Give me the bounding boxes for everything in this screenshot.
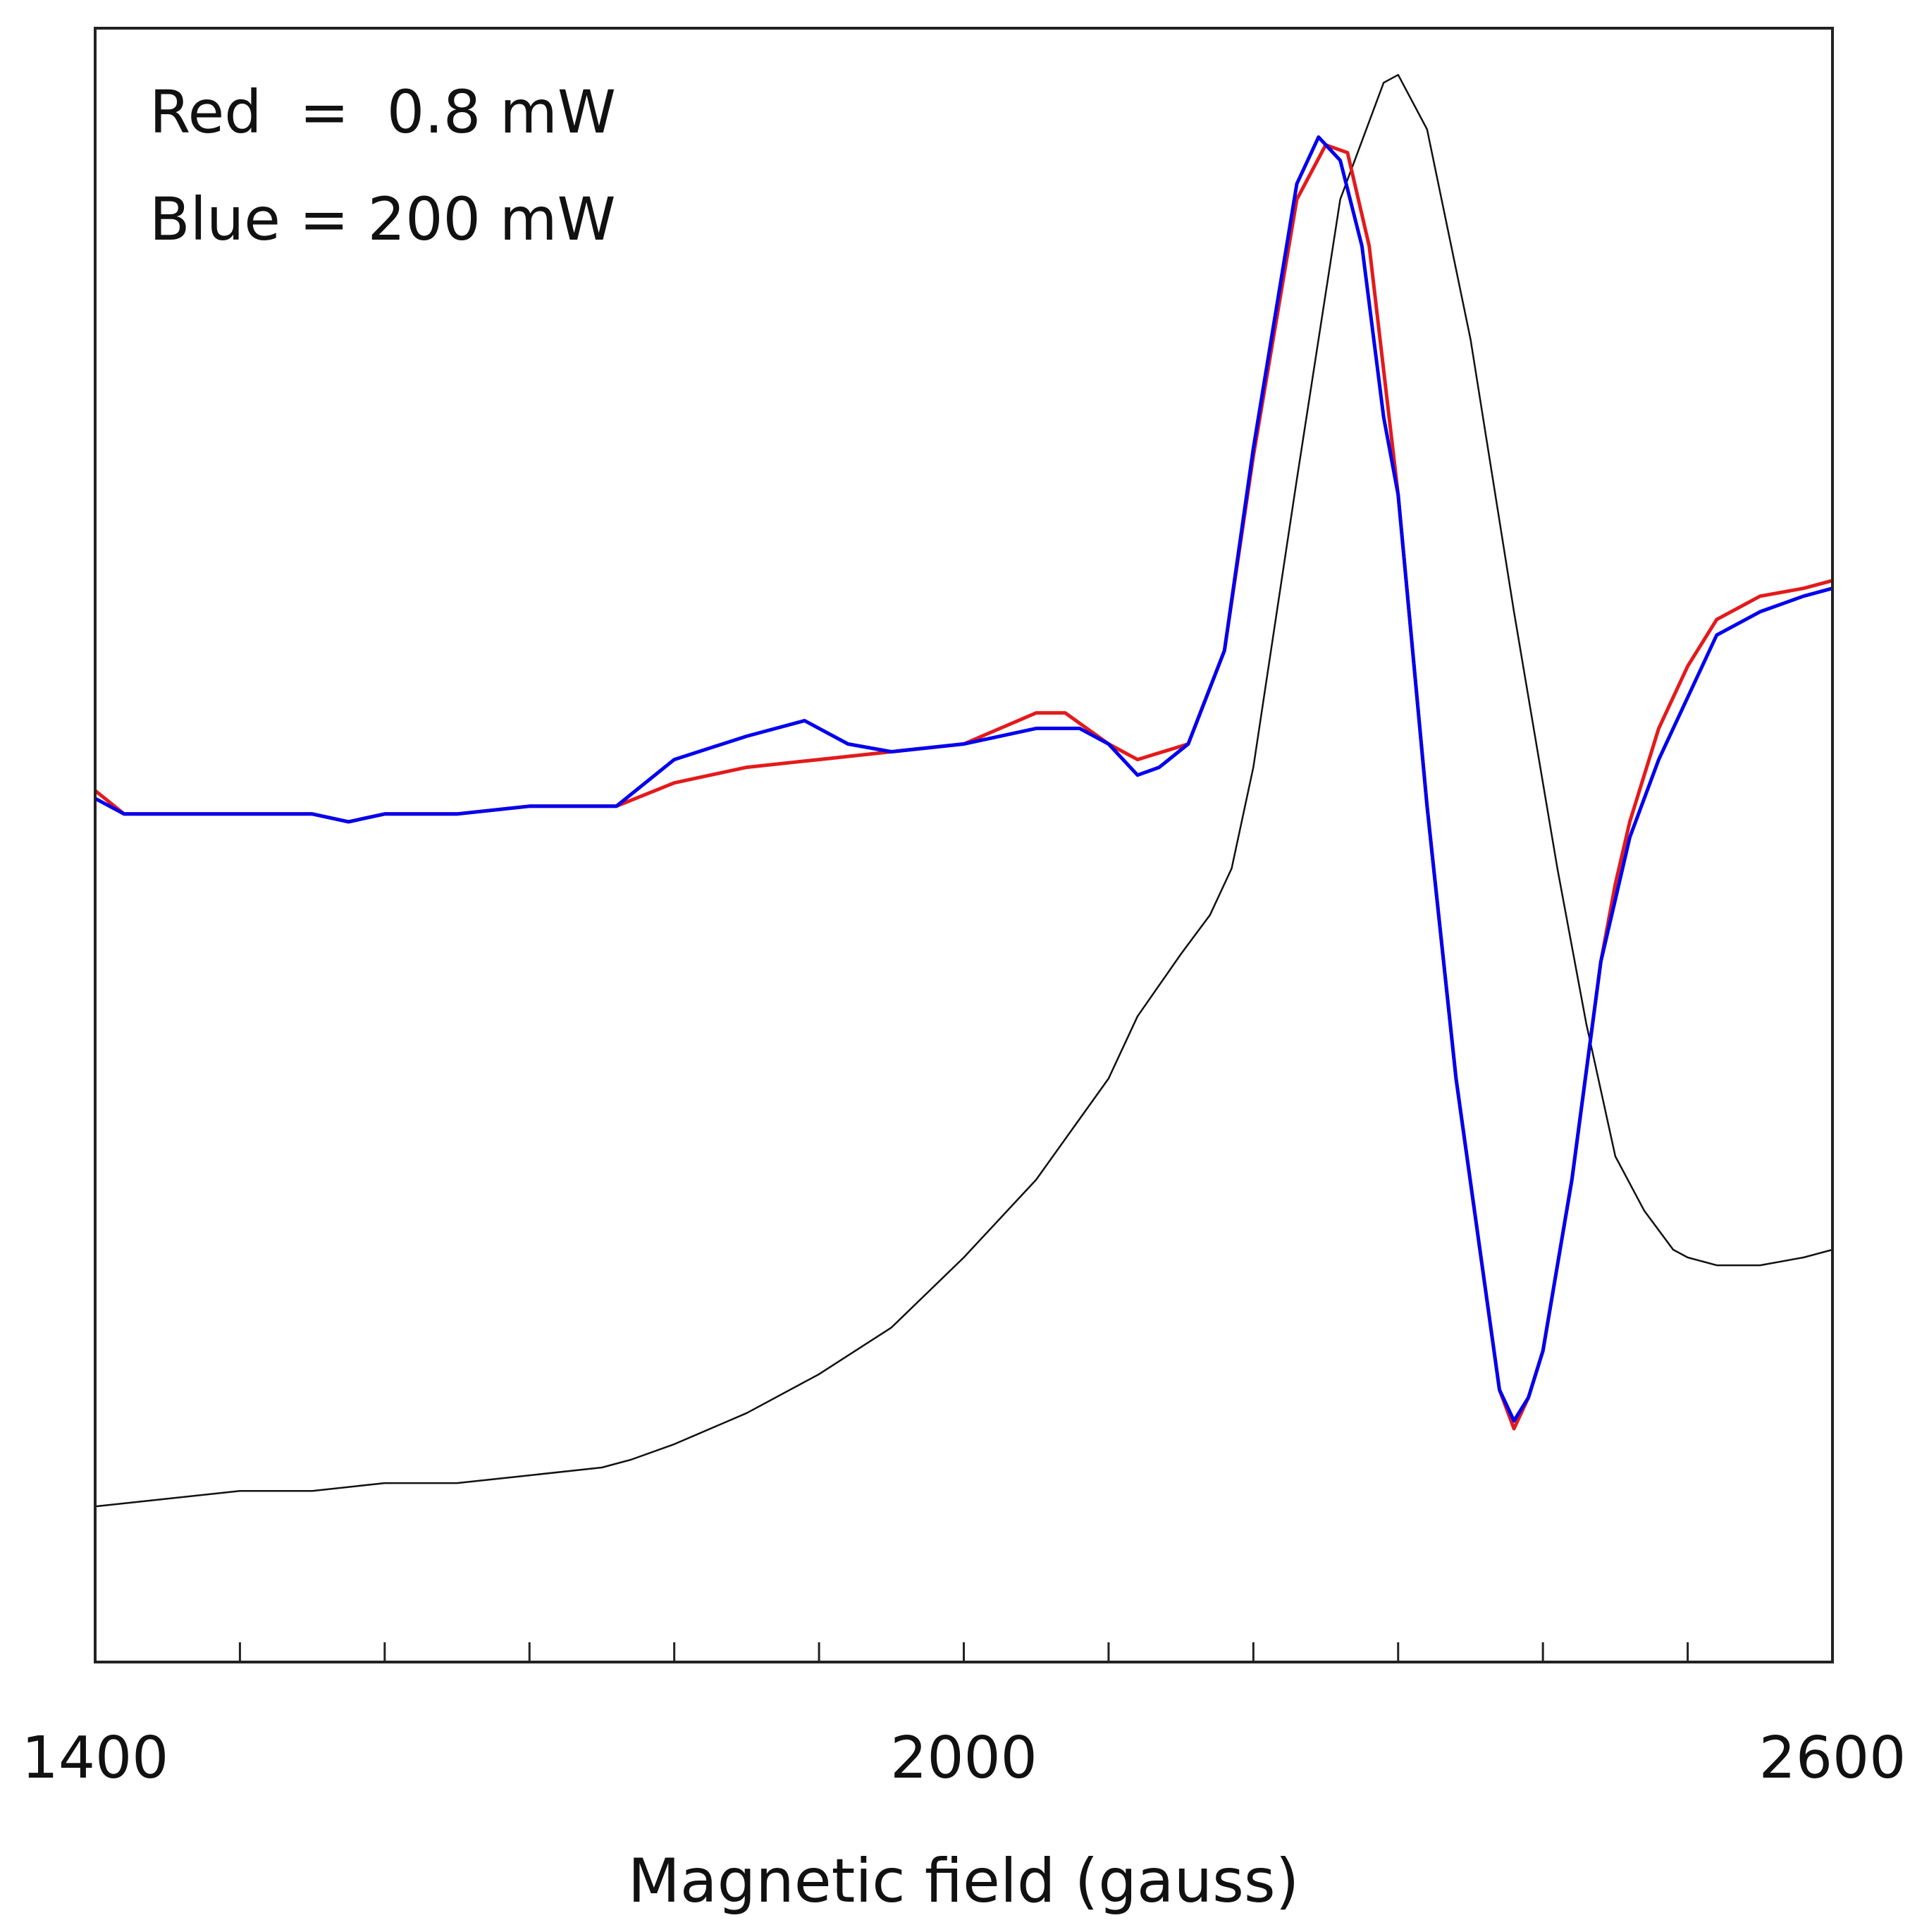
legend: Red = 0.8 mW Blue = 200 mW (149, 78, 616, 254)
series-line-200-mw (94, 135, 1833, 1423)
x-axis-tick-labels: 1400 2000 2600 (22, 1725, 1906, 1792)
series-line-black (94, 73, 1833, 1508)
x-tick-label-2000: 2000 (890, 1725, 1037, 1792)
plot-area-background (95, 28, 1832, 1662)
x-axis-title: Magnetic field (gauss) (628, 1846, 1300, 1916)
legend-blue-entry: Blue = 200 mW (149, 185, 616, 254)
x-axis-ticks (238, 1642, 1689, 1662)
legend-red-entry: Red = 0.8 mW (149, 78, 616, 147)
x-tick-label-1400: 1400 (22, 1725, 169, 1792)
series-layer (94, 73, 1833, 1508)
x-tick-label-2600: 2600 (1759, 1725, 1906, 1792)
